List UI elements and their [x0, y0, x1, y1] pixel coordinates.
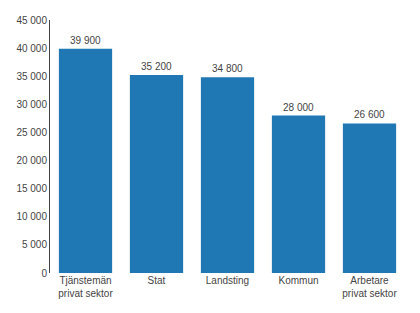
- svg-text:Kommun: Kommun: [278, 275, 318, 286]
- svg-text:28 000: 28 000: [283, 102, 314, 113]
- svg-text:30 000: 30 000: [16, 99, 47, 110]
- svg-text:26 600: 26 600: [354, 109, 385, 120]
- svg-text:Landsting: Landsting: [206, 275, 249, 286]
- svg-text:34 800: 34 800: [212, 63, 243, 74]
- svg-text:Arbetareprivat sektor: Arbetareprivat sektor: [342, 275, 397, 299]
- svg-text:5 000: 5 000: [22, 239, 47, 250]
- svg-text:35 000: 35 000: [16, 71, 47, 82]
- svg-text:20 000: 20 000: [16, 155, 47, 166]
- svg-text:15 000: 15 000: [16, 183, 47, 194]
- svg-text:45 000: 45 000: [16, 15, 47, 26]
- svg-text:35 200: 35 200: [141, 61, 172, 72]
- svg-text:25 000: 25 000: [16, 127, 47, 138]
- svg-text:10 000: 10 000: [16, 211, 47, 222]
- svg-text:39 900: 39 900: [70, 35, 101, 46]
- svg-text:Tjänstemänprivat sektor: Tjänstemänprivat sektor: [58, 275, 113, 299]
- svg-text:40 000: 40 000: [16, 43, 47, 54]
- svg-text:Stat: Stat: [148, 275, 166, 286]
- svg-text:0: 0: [41, 268, 47, 279]
